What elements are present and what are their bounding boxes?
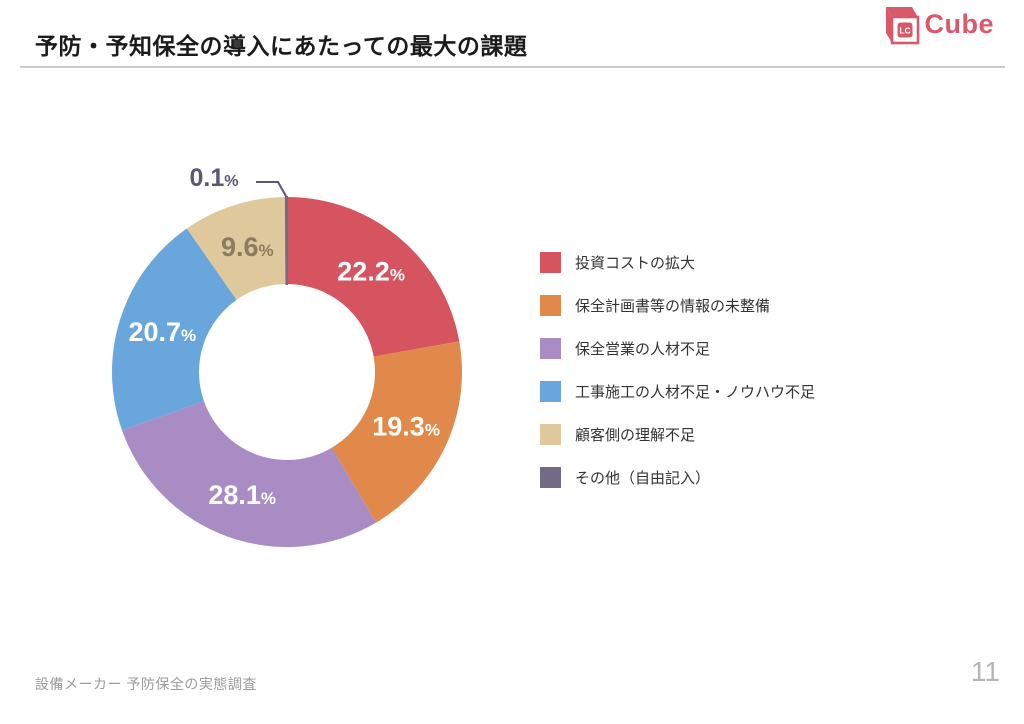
donut-slice — [112, 228, 237, 431]
svg-text:LC: LC — [899, 26, 910, 36]
donut-slice — [121, 401, 377, 547]
legend-swatch — [540, 338, 561, 359]
logo-wordmark: Cube — [924, 8, 994, 39]
donut-slice — [186, 197, 287, 300]
slice-percent-label: 19.3% — [372, 412, 440, 442]
donut-slice — [287, 197, 460, 357]
lc-cube-icon: LC — [885, 7, 919, 45]
legend-swatch — [540, 252, 561, 273]
slice-percent-label: 28.1% — [208, 480, 276, 510]
legend-item: 保全営業の人材不足 — [540, 338, 815, 359]
legend-label: 顧客側の理解不足 — [575, 427, 696, 444]
legend-item: 工事施工の人材不足・ノウハウ不足 — [540, 381, 815, 402]
donut-slice — [331, 341, 463, 523]
legend-swatch — [540, 467, 561, 488]
legend-label: 保全計画書等の情報の未整備 — [575, 298, 771, 315]
slice-percent-label: 22.2% — [337, 257, 405, 287]
legend-swatch — [540, 381, 561, 402]
legend-item: 顧客側の理解不足 — [540, 424, 815, 445]
slice-percent-label-outside: 0.1% — [190, 164, 239, 192]
page-title: 予防・予知保全の導入にあたっての最大の課題 — [35, 33, 528, 59]
legend-label: 保全営業の人材不足 — [575, 341, 711, 358]
donut-chart-svg: 22.2% 19.3% 28.1% 20.7% 9.6% 0.1% — [112, 164, 463, 547]
callout-line — [256, 181, 288, 198]
page-number: 11 — [970, 656, 1000, 687]
chart-legend: 投資コストの拡大保全計画書等の情報の未整備 保全営業の人材不足工事施工の人材不足・… — [540, 252, 815, 510]
donut-chart: 22.2% 19.3% 28.1% 20.7% 9.6% 0.1% — [80, 140, 500, 570]
header: 予防・予知保全の導入にあたっての最大の課題 — [35, 24, 994, 68]
title-divider — [20, 66, 1005, 68]
legend-label: 投資コストの拡大 — [575, 255, 696, 272]
legend-item: その他（自由記入） — [540, 467, 815, 488]
slice-percent-label: 9.6% — [221, 232, 274, 262]
legend-swatch — [540, 295, 561, 316]
footer-source: 設備メーカー 予防保全の実態調査 — [35, 676, 257, 692]
legend-label: 工事施工の人材不足・ノウハウ不足 — [575, 384, 816, 401]
legend-swatch — [540, 424, 561, 445]
slice-percent-label: 20.7% — [128, 317, 196, 347]
legend-item: 投資コストの拡大 — [540, 252, 815, 273]
logo: LC Cube — [879, 2, 995, 46]
donut-slice — [284, 195, 288, 286]
legend-label: その他（自由記入） — [575, 470, 711, 487]
legend-item: 保全計画書等の情報の未整備 — [540, 295, 815, 316]
